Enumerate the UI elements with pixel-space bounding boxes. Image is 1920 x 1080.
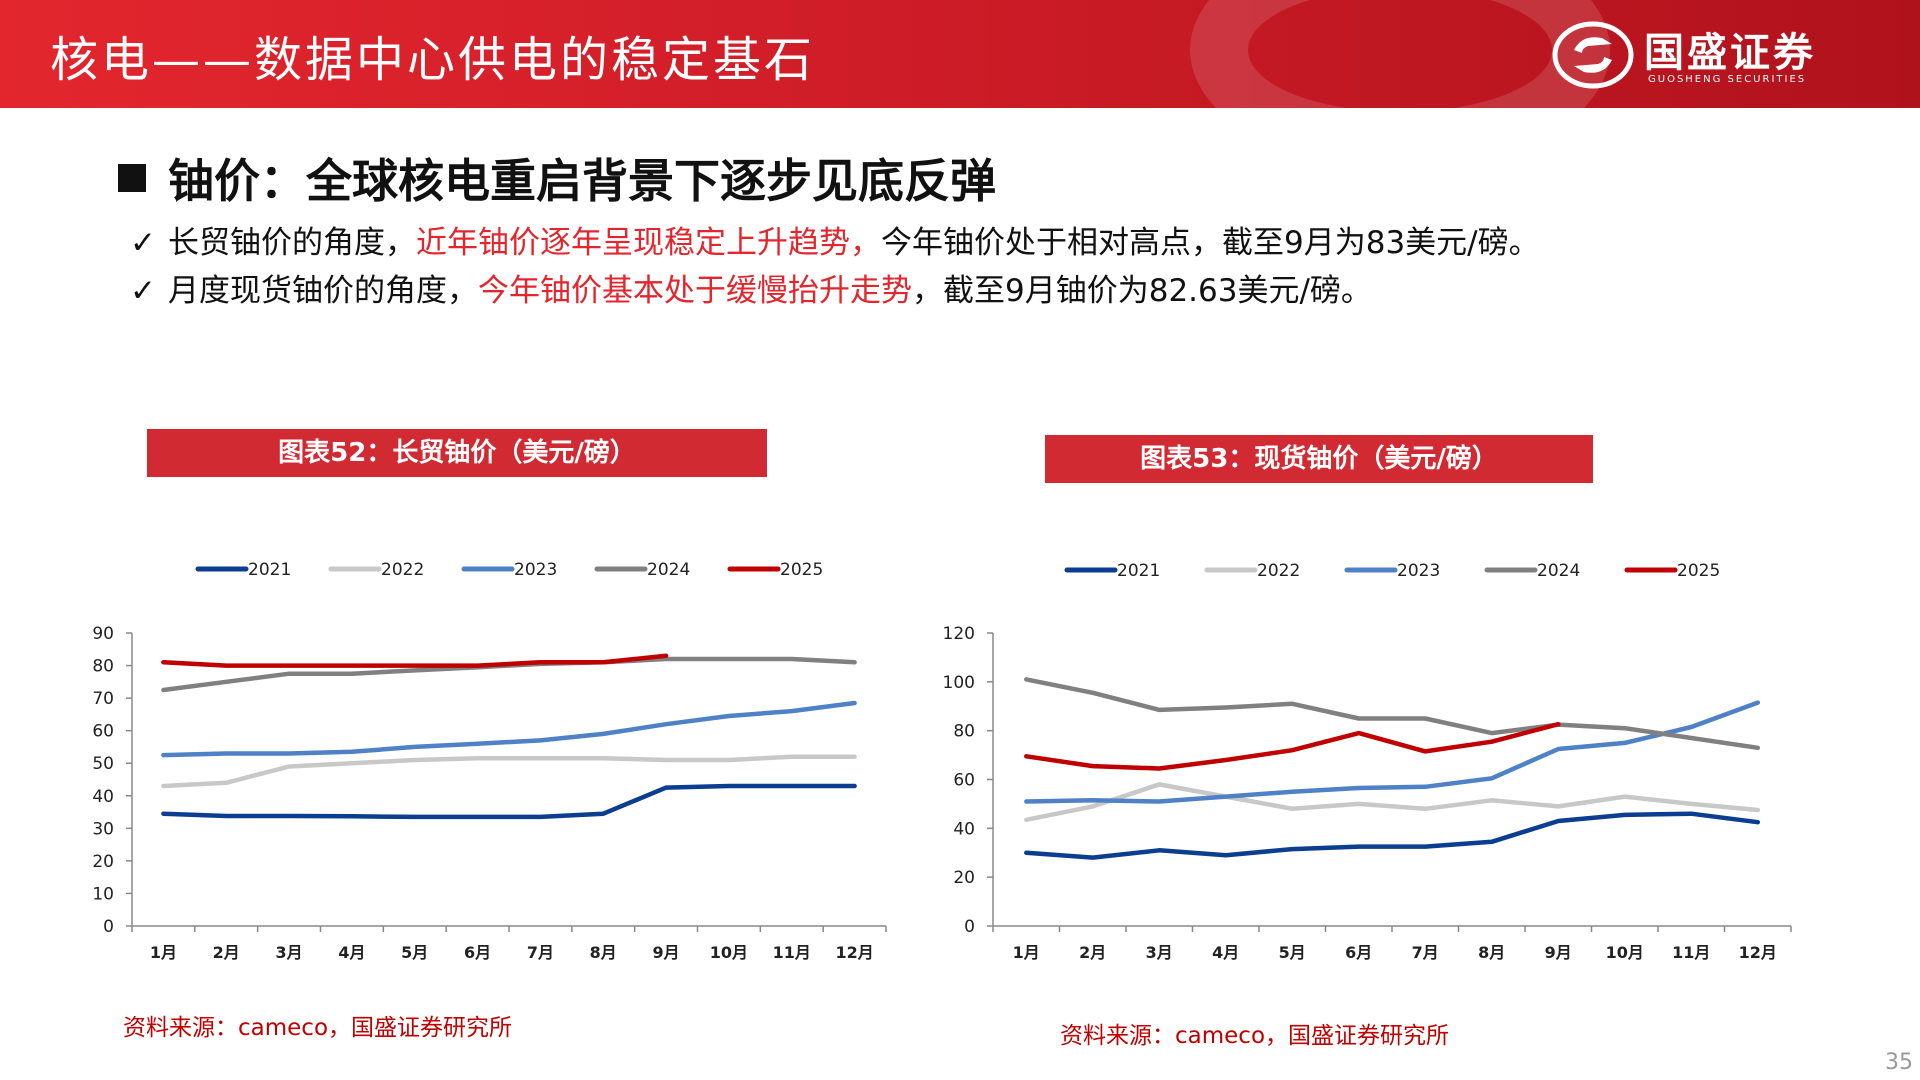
bullet-2-highlight: 今年铀价基本处于缓慢抬升走势 <box>478 273 912 309</box>
series-line-2025 <box>161 653 669 668</box>
page-number: 35 <box>1885 1050 1913 1075</box>
x-tick-label: 8月 <box>590 943 617 962</box>
legend-label: 2022 <box>381 560 424 580</box>
x-tick-label: 11月 <box>773 943 811 962</box>
series-line-2022 <box>1024 782 1761 823</box>
legend-label: 2021 <box>1117 561 1160 581</box>
chart-2-caption: 图表53：现货铀价（美元/磅） <box>1045 435 1593 483</box>
series-line-2023 <box>161 700 857 758</box>
x-tick-label: 5月 <box>401 943 428 962</box>
x-tick-label: 1月 <box>1013 943 1040 962</box>
section-heading-text: 铀价：全球核电重启背景下逐步见底反弹 <box>168 154 996 208</box>
series-line-2021 <box>161 783 857 820</box>
x-tick-label: 1月 <box>150 943 177 962</box>
section-heading: 铀价：全球核电重启背景下逐步见底反弹 <box>118 145 996 211</box>
bullet-2: ✓ 月度现货铀价的角度，今年铀价基本处于缓慢抬升走势，截至9月铀价为82.63美元… <box>130 265 1372 310</box>
legend-label: 2024 <box>647 560 690 580</box>
y-tick-label: 70 <box>92 689 114 709</box>
legend-label: 2023 <box>1397 561 1440 581</box>
y-tick-label: 60 <box>92 722 114 742</box>
x-tick-label: 6月 <box>464 943 491 962</box>
y-tick-label: 20 <box>953 868 975 888</box>
x-tick-label: 2月 <box>213 943 240 962</box>
y-tick-label: 40 <box>953 819 975 839</box>
series-line-2021 <box>1024 811 1761 860</box>
y-tick-label: 120 <box>943 624 975 644</box>
header-decoration <box>1190 0 1610 108</box>
x-tick-label: 4月 <box>338 943 365 962</box>
spot-price-chart: 0 20 40 60 80 100 120 1月 2月 3月 4月 5月 6月 7月 8月 9月 10月 11月 1… <box>943 561 1792 962</box>
square-bullet-icon <box>118 164 146 192</box>
y-tick-label: 10 <box>92 884 114 904</box>
y-tick-label: 40 <box>92 787 114 807</box>
page-title: 核电——数据中心供电的稳定基石 <box>50 32 816 88</box>
brand-logo: 国盛证券 GUOSHENG SECURITIES <box>1552 20 1882 90</box>
x-tick-label: 9月 <box>1545 943 1572 962</box>
check-icon: ✓ <box>130 225 156 261</box>
legend-label: 2021 <box>248 560 291 580</box>
long-term-price-chart: 0 10 20 30 40 50 60 70 80 90 1月 2月 3月 4月 5月 6月 7月 8月 9月 10月… <box>92 560 887 962</box>
legend-label: 2022 <box>1257 561 1300 581</box>
y-tick-label: 80 <box>92 657 114 677</box>
chart-2-source: 资料来源：cameco，国盛证券研究所 <box>1060 1023 1450 1049</box>
legend-label: 2025 <box>1677 561 1720 581</box>
bullet-1: ✓ 长贸铀价的角度，近年铀价逐年呈现稳定上升趋势，今年铀价处于相对高点，截至9月为… <box>130 217 1540 262</box>
bullet-1-post: 今年铀价处于相对高点，截至9月为83美元/磅。 <box>881 225 1540 261</box>
logo-subtitle: GUOSHENG SECURITIES <box>1648 74 1807 85</box>
x-tick-label: 8月 <box>1478 943 1505 962</box>
x-tick-label: 12月 <box>835 943 873 962</box>
x-tick-label: 11月 <box>1672 943 1710 962</box>
legend-label: 2023 <box>514 560 557 580</box>
x-tick-label: 10月 <box>1606 943 1644 962</box>
y-tick-label: 60 <box>953 771 975 791</box>
x-tick-label: 7月 <box>527 943 554 962</box>
x-tick-label: 4月 <box>1212 943 1239 962</box>
y-tick-label: 50 <box>92 754 114 774</box>
y-tick-label: 0 <box>103 917 114 937</box>
legend-label: 2025 <box>780 560 823 580</box>
chart-1-caption: 图表52：长贸铀价（美元/磅） <box>147 429 767 477</box>
series-line-2022 <box>161 754 857 789</box>
y-tick-label: 80 <box>953 722 975 742</box>
logo-name: 国盛证券 <box>1644 30 1816 76</box>
x-tick-label: 6月 <box>1345 943 1372 962</box>
y-tick-label: 0 <box>964 917 975 937</box>
x-tick-label: 12月 <box>1739 943 1777 962</box>
legend-label: 2024 <box>1537 561 1580 581</box>
x-tick-label: 3月 <box>276 943 303 962</box>
y-tick-label: 90 <box>92 624 114 644</box>
bullet-2-pre: 月度现货铀价的角度， <box>168 273 478 309</box>
series-line-2024 <box>1024 677 1761 751</box>
series-line-2025 <box>1024 721 1561 771</box>
x-tick-label: 9月 <box>653 943 680 962</box>
x-tick-label: 3月 <box>1146 943 1173 962</box>
x-tick-label: 5月 <box>1279 943 1306 962</box>
x-tick-label: 7月 <box>1412 943 1439 962</box>
y-tick-label: 20 <box>92 852 114 872</box>
y-tick-label: 100 <box>943 673 975 693</box>
bullet-1-highlight: 近年铀价逐年呈现稳定上升趋势， <box>416 225 881 261</box>
y-tick-label: 30 <box>92 819 114 839</box>
series-line-2023 <box>1024 700 1761 804</box>
x-tick-label: 10月 <box>710 943 748 962</box>
bullet-1-pre: 长贸铀价的角度， <box>168 225 416 261</box>
logo-mark-icon <box>1552 21 1634 89</box>
x-tick-label: 2月 <box>1079 943 1106 962</box>
bullet-2-post: ，截至9月铀价为82.63美元/磅。 <box>912 273 1372 309</box>
chart-1-source: 资料来源：cameco，国盛证券研究所 <box>123 1015 513 1041</box>
check-icon: ✓ <box>130 273 156 309</box>
header-bar: 核电——数据中心供电的稳定基石 国盛证券 GUOSHENG SECURITIES <box>0 0 1920 108</box>
